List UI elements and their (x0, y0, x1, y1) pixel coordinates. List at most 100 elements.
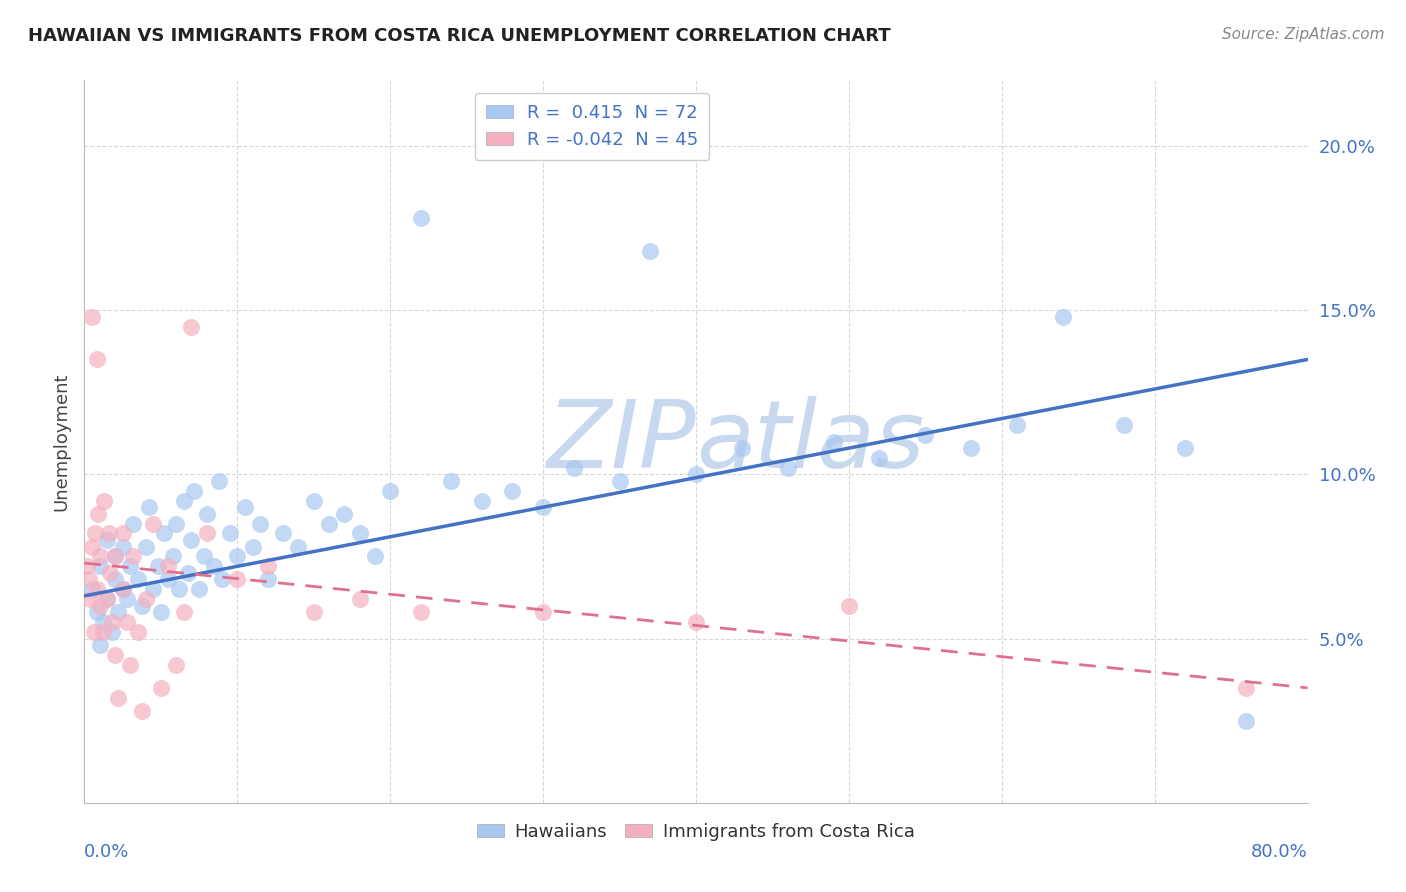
Point (120, 559, 142, 574)
Point (685, 467, 707, 482)
Point (77, 573, 100, 587)
Point (440, 474, 463, 488)
Point (177, 566, 200, 580)
Point (531, 500, 554, 515)
Point (380, 483, 402, 498)
Point (869, 450, 891, 465)
Point (107, 605, 129, 619)
Point (104, 648, 127, 662)
Point (162, 549, 184, 564)
Point (111, 526, 134, 541)
Point (233, 500, 256, 515)
Point (1236, 714, 1258, 728)
Point (318, 516, 340, 531)
Point (349, 526, 371, 541)
Point (409, 211, 432, 226)
Point (89, 559, 111, 574)
Point (131, 599, 153, 613)
Point (89, 599, 111, 613)
Point (157, 559, 180, 574)
Text: Source: ZipAtlas.com: Source: ZipAtlas.com (1222, 27, 1385, 42)
Point (226, 549, 249, 564)
Point (89, 638, 111, 652)
Point (218, 526, 240, 541)
Point (1236, 681, 1258, 695)
Point (146, 559, 169, 574)
Point (86, 352, 108, 367)
Point (502, 483, 524, 498)
Point (183, 483, 205, 498)
Point (97, 526, 120, 541)
Point (471, 493, 494, 508)
Point (562, 460, 585, 475)
Legend: Hawaiians, Immigrants from Costa Rica: Hawaiians, Immigrants from Costa Rica (470, 815, 922, 848)
Point (127, 573, 149, 587)
Point (111, 582, 134, 597)
Point (180, 319, 202, 334)
Point (149, 681, 172, 695)
Text: HAWAIIAN VS IMMIGRANTS FROM COSTA RICA UNEMPLOYMENT CORRELATION CHART: HAWAIIAN VS IMMIGRANTS FROM COSTA RICA U… (28, 27, 891, 45)
Point (135, 540, 157, 554)
Point (76, 559, 98, 574)
Point (173, 493, 195, 508)
Point (87, 507, 110, 521)
Point (157, 573, 180, 587)
Point (142, 582, 165, 597)
Point (165, 516, 187, 531)
Point (242, 540, 264, 554)
Point (257, 573, 280, 587)
Point (364, 549, 387, 564)
Point (101, 615, 124, 630)
Point (349, 592, 371, 607)
Point (93, 493, 115, 508)
Point (208, 474, 231, 488)
Point (249, 516, 271, 531)
Text: 0.0%: 0.0% (84, 843, 129, 861)
Point (731, 441, 754, 455)
Point (101, 625, 124, 640)
Text: ZIP: ZIP (547, 396, 696, 487)
Point (107, 690, 129, 705)
Point (104, 573, 127, 587)
Point (226, 573, 249, 587)
Point (115, 615, 138, 630)
Point (271, 526, 294, 541)
Point (257, 559, 280, 574)
Point (1174, 441, 1197, 455)
Point (302, 493, 325, 508)
Point (79, 592, 101, 607)
Point (193, 549, 215, 564)
Point (96, 533, 118, 547)
Point (135, 592, 157, 607)
Point (104, 549, 127, 564)
Point (1005, 418, 1028, 433)
Point (180, 533, 202, 547)
Point (84, 526, 107, 541)
Point (115, 592, 138, 607)
Point (120, 657, 142, 672)
Point (96, 592, 118, 607)
Point (1114, 418, 1136, 433)
Point (685, 615, 707, 630)
Point (211, 573, 233, 587)
Point (122, 516, 145, 531)
Point (127, 625, 149, 640)
Point (776, 460, 799, 475)
Point (131, 704, 153, 718)
Point (86, 605, 108, 619)
Point (188, 582, 211, 597)
Point (609, 474, 631, 488)
Point (80, 582, 103, 597)
Point (195, 507, 218, 521)
Point (96, 592, 118, 607)
Point (138, 500, 160, 515)
Point (142, 516, 165, 531)
Point (149, 605, 172, 619)
Point (80, 310, 103, 324)
Point (111, 582, 134, 597)
Point (638, 244, 661, 258)
Y-axis label: Unemployment: Unemployment (52, 372, 70, 511)
Point (823, 434, 845, 449)
Point (91, 625, 114, 640)
Point (287, 540, 309, 554)
